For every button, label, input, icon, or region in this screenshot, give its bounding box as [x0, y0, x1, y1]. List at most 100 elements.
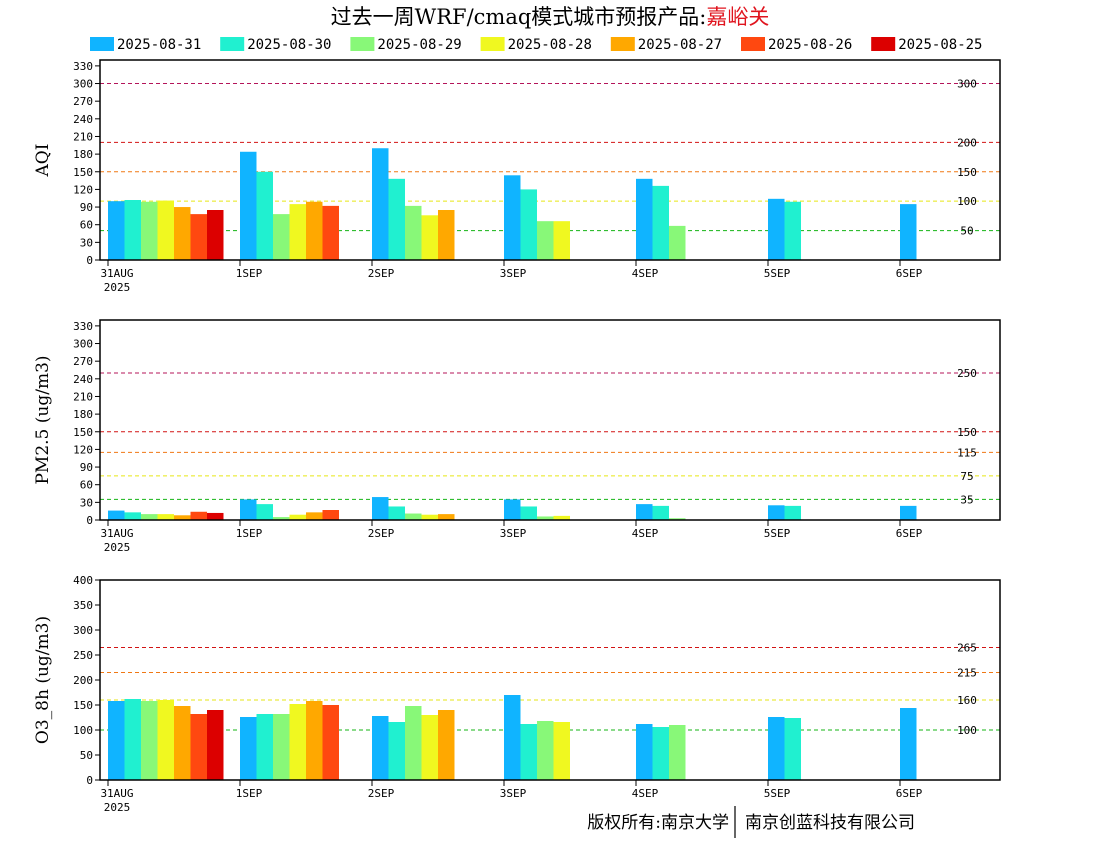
aqi-bar-2025-08-29-31AUG: [141, 201, 158, 260]
pm25-bar-2025-08-30-2SEP: [388, 506, 405, 520]
pm25-bar-2025-08-26-31AUG: [190, 511, 207, 520]
footer: 版权所有:南京大学 南京创蓝科技有限公司: [587, 806, 915, 838]
legend-swatch-2025-08-26: [741, 37, 765, 51]
legend-label-2025-08-26: 2025-08-26: [768, 37, 852, 53]
pm25-xtick-label-2SEP: 2SEP: [368, 527, 395, 540]
aqi-bar-2025-08-26-31AUG: [190, 214, 207, 260]
o3-bar-2025-08-31-4SEP: [636, 724, 653, 780]
aqi-ytick-label-210: 210: [73, 130, 93, 143]
aqi-ylabel: AQI: [33, 144, 53, 178]
pm25-bar-2025-08-30-1SEP: [256, 504, 273, 520]
pm25-ytick-label-150: 150: [73, 426, 93, 439]
aqi-bar-2025-08-25-31AUG: [207, 210, 224, 260]
pm25-ytick-label-210: 210: [73, 390, 93, 403]
pm25-ytick-label-300: 300: [73, 338, 93, 351]
o3-xtick-label-6SEP: 6SEP: [896, 787, 923, 800]
o3-xtick-year-label: 2025: [104, 801, 131, 814]
pm25-ref-label-150: 150: [957, 426, 977, 439]
aqi-xtick-label-3SEP: 3SEP: [500, 267, 527, 280]
aqi-ytick-label-330: 330: [73, 60, 93, 73]
aqi-bar-2025-08-31-6SEP: [900, 204, 917, 260]
pm25-xtick-label-31AUG: 31AUG: [100, 527, 133, 540]
pm25-xtick-label-3SEP: 3SEP: [500, 527, 527, 540]
aqi-ytick-label-180: 180: [73, 148, 93, 161]
o3-ytick-label-50: 50: [80, 749, 93, 762]
o3-bar-2025-08-29-3SEP: [537, 721, 554, 780]
aqi-bar-2025-08-30-4SEP: [652, 185, 669, 260]
chart-title-prefix: 过去一周WRF/cmaq模式城市预报产品:: [331, 5, 707, 29]
aqi-bar-2025-08-27-31AUG: [174, 207, 191, 260]
aqi-bar-2025-08-29-3SEP: [537, 221, 554, 260]
aqi-bar-2025-08-30-1SEP: [256, 171, 273, 260]
legend-label-2025-08-28: 2025-08-28: [508, 37, 592, 53]
aqi-ytick-label-60: 60: [80, 219, 93, 232]
aqi-ytick-label-240: 240: [73, 113, 93, 126]
pm25-ytick-label-120: 120: [73, 443, 93, 456]
o3-bar-2025-08-29-4SEP: [669, 725, 686, 780]
aqi-xtick-label-4SEP: 4SEP: [632, 267, 659, 280]
legend-swatch-2025-08-30: [220, 37, 245, 51]
panel-aqi: 300 200 150 100 50 0 30 60 90 120 150 180 210 240 270 3…: [33, 59, 1001, 294]
aqi-ref-label-50: 50: [960, 225, 973, 238]
aqi-ytick-label-30: 30: [80, 236, 93, 249]
o3-xtick-label-1SEP: 1SEP: [236, 787, 263, 800]
aqi-plot-frame: [99, 59, 1001, 261]
pm25-bar-2025-08-29-1SEP: [273, 517, 290, 520]
aqi-ytick-label-300: 300: [73, 78, 93, 91]
legend-label-2025-08-30: 2025-08-30: [247, 37, 331, 53]
o3-ytick-label-100: 100: [73, 724, 93, 737]
o3-ref-label-160: 160: [957, 694, 977, 707]
pm25-ytick-label-240: 240: [73, 373, 93, 386]
o3-xtick-label-4SEP: 4SEP: [632, 787, 659, 800]
pm25-ytick-label-330: 330: [73, 320, 93, 333]
o3-bar-2025-08-30-5SEP: [784, 718, 801, 780]
aqi-ref-label-100: 100: [957, 195, 977, 208]
o3-bar-2025-08-28-2SEP: [421, 715, 438, 780]
chart-title: 过去一周WRF/cmaq模式城市预报产品:嘉峪关: [331, 5, 770, 29]
aqi-ytick-label-0: 0: [86, 254, 93, 267]
aqi-bar-2025-08-28-1SEP: [289, 204, 306, 260]
o3-ytick-label-300: 300: [73, 624, 93, 637]
o3-xtick-label-31AUG: 31AUG: [100, 787, 133, 800]
o3-xtick-label-3SEP: 3SEP: [500, 787, 527, 800]
pm25-ytick-label-180: 180: [73, 408, 93, 421]
o3-ytick-label-0: 0: [86, 774, 93, 787]
o3-xtick-label-5SEP: 5SEP: [764, 787, 791, 800]
aqi-xtick-label-5SEP: 5SEP: [764, 267, 791, 280]
legend-swatch-2025-08-29: [350, 37, 375, 51]
o3-ylabel: O3_8h (ug/m3): [33, 616, 53, 744]
legend-label-2025-08-29: 2025-08-29: [377, 37, 461, 53]
o3-bar-2025-08-30-3SEP: [520, 724, 537, 780]
o3-bar-2025-08-30-31AUG: [124, 699, 141, 780]
pm25-bar-2025-08-31-4SEP: [636, 504, 653, 520]
o3-bar-2025-08-29-2SEP: [405, 706, 422, 780]
o3-bar-2025-08-29-31AUG: [141, 701, 158, 780]
pm25-bar-2025-08-30-31AUG: [124, 512, 141, 520]
aqi-ytick-label-270: 270: [73, 95, 93, 108]
o3-bar-2025-08-26-1SEP: [322, 705, 339, 780]
pm25-bar-2025-08-30-4SEP: [652, 505, 669, 520]
o3-bar-2025-08-31-1SEP: [240, 717, 257, 780]
pm25-bar-2025-08-28-31AUG: [157, 514, 174, 520]
aqi-bar-2025-08-27-2SEP: [438, 210, 455, 260]
pm25-bar-2025-08-28-1SEP: [289, 514, 306, 520]
pm25-bar-2025-08-27-31AUG: [174, 515, 191, 520]
pm25-ytick-label-0: 0: [86, 514, 93, 527]
aqi-bar-2025-08-31-31AUG: [108, 201, 125, 260]
pm25-bar-2025-08-31-1SEP: [240, 499, 257, 520]
pm25-ytick-label-60: 60: [80, 479, 93, 492]
o3-ytick-label-400: 400: [73, 574, 93, 587]
aqi-bar-2025-08-26-1SEP: [322, 205, 339, 260]
legend-swatch-2025-08-25: [871, 37, 896, 51]
pm25-bar-2025-08-25-31AUG: [207, 512, 224, 520]
aqi-ref-label-150: 150: [957, 166, 977, 179]
aqi-bar-2025-08-30-3SEP: [520, 189, 537, 260]
pm25-ref-label-35: 35: [960, 493, 973, 506]
o3-ytick-label-150: 150: [73, 699, 93, 712]
o3-bar-2025-08-31-31AUG: [108, 701, 125, 780]
pm25-xtick-label-4SEP: 4SEP: [632, 527, 659, 540]
aqi-ytick-label-90: 90: [80, 201, 93, 214]
o3-bar-2025-08-31-3SEP: [504, 695, 521, 780]
aqi-bar-2025-08-29-4SEP: [669, 225, 686, 260]
